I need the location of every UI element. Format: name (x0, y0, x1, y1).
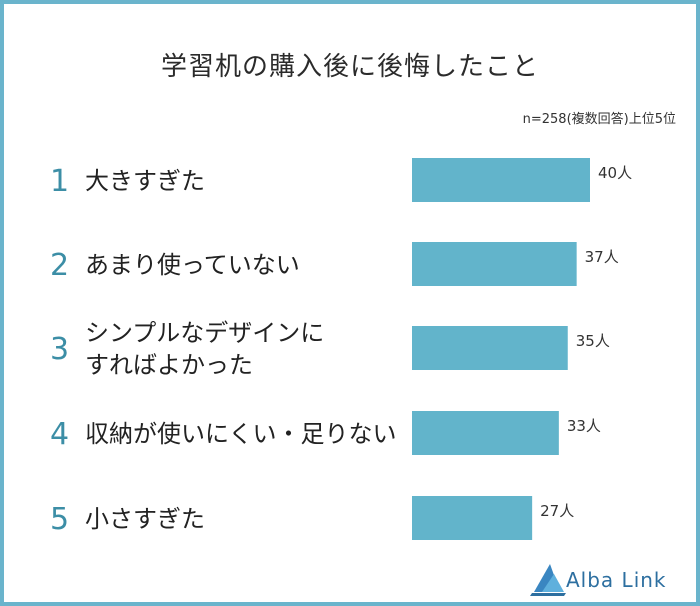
category-label: あまり使っていない (85, 251, 300, 279)
bar (412, 326, 568, 370)
bar (412, 411, 559, 455)
category-label: 大きすぎた (85, 167, 205, 195)
value-label: 27人 (540, 502, 574, 520)
chart-title: 学習机の購入後に後悔したこと (160, 52, 539, 82)
rank-number: 1 (50, 164, 69, 199)
alba-link-logo-icon (530, 564, 566, 596)
value-label: 40人 (598, 164, 632, 182)
category-label: すればよかった (85, 351, 253, 379)
rank-number: 4 (50, 417, 69, 452)
value-label: 33人 (567, 417, 601, 435)
rank-number: 2 (50, 248, 69, 283)
bar (412, 158, 590, 202)
rank-number: 5 (50, 502, 69, 537)
brand-name: Alba Link (566, 568, 667, 592)
category-label: シンプルなデザインに (85, 319, 324, 347)
bar (412, 242, 577, 286)
rank-number: 3 (50, 332, 69, 367)
bar (412, 496, 533, 540)
category-label: 収納が使いにくい・足りない (85, 420, 397, 448)
sample-note: n=258(複数回答)上位5位 (522, 112, 676, 127)
value-label: 37人 (585, 248, 619, 266)
value-label: 35人 (576, 332, 610, 350)
category-label: 小さすぎた (85, 505, 205, 533)
